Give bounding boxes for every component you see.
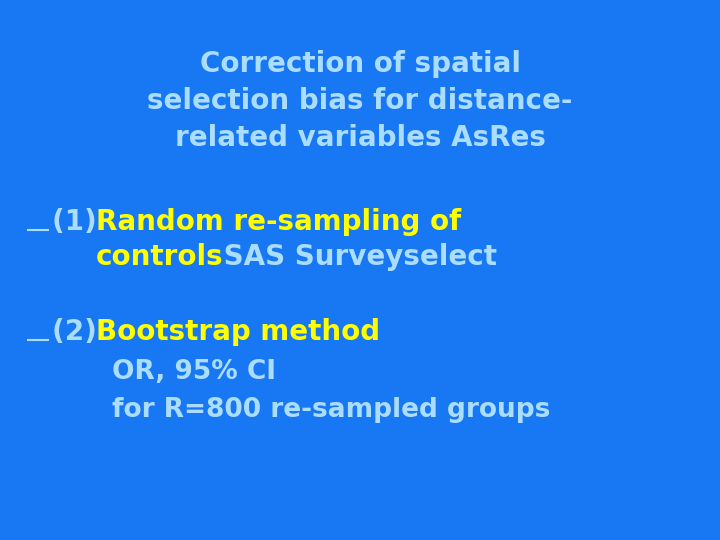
Text: for R=800 re-sampled groups: for R=800 re-sampled groups (112, 397, 550, 423)
Text: Correction of spatial
selection bias for distance-
related variables AsRes: Correction of spatial selection bias for… (148, 50, 572, 152)
Text: controls: controls (96, 243, 224, 271)
Text: SAS Surveyselect: SAS Surveyselect (214, 243, 497, 271)
Text: Random re-sampling of: Random re-sampling of (96, 208, 462, 236)
Text: Bootstrap method: Bootstrap method (96, 318, 380, 346)
Text: (2): (2) (52, 318, 107, 346)
Text: OR, 95% CI: OR, 95% CI (112, 359, 276, 385)
Text: (1): (1) (52, 208, 107, 236)
